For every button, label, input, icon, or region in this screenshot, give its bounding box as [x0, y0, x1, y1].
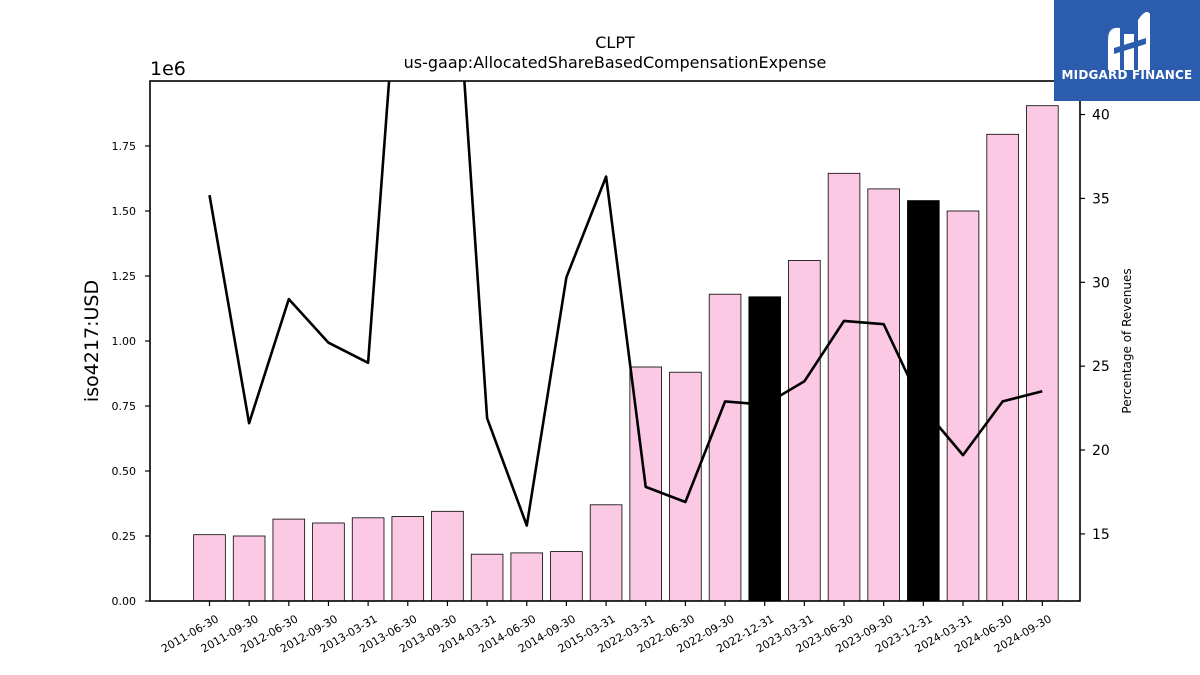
y2-tick-label: 25 — [1092, 359, 1110, 375]
logo-mark-icon — [1108, 12, 1150, 70]
bar-2023-09-30 — [867, 188, 900, 602]
y-tick-label: 0.50 — [112, 465, 137, 478]
x-axis-ticks: 2011-06-302011-09-302012-06-302012-09-30… — [159, 601, 1054, 656]
bar-2024-06-30 — [986, 133, 1019, 602]
y2-tick-label: 20 — [1092, 443, 1110, 459]
y-tick-label: 1.00 — [112, 335, 137, 348]
line-group — [208, 81, 1043, 527]
chart-title: CLPT — [595, 33, 635, 52]
bar-2012-09-30 — [312, 522, 345, 602]
bar-2014-03-31 — [470, 553, 504, 602]
y-tick-label: 1.50 — [112, 205, 137, 218]
y-tick-label: 1.25 — [112, 270, 137, 283]
y-offset-label: 1e6 — [150, 58, 186, 80]
bar-2024-03-31 — [946, 210, 980, 602]
y-axis-ticks: 0.00 0.25 0.50 0.75 1.00 1.25 1.50 1.75 — [112, 140, 150, 608]
y-tick-label: 1.75 — [112, 140, 137, 153]
bar-2011-06-30 — [193, 534, 226, 602]
y2-tick-label: 40 — [1092, 108, 1110, 124]
y-axis-label: iso4217:USD — [81, 280, 103, 402]
y2-tick-label: 30 — [1092, 275, 1110, 291]
bar-2013-03-31 — [351, 517, 385, 602]
y2-axis-ticks: 15 20 25 30 35 40 — [1080, 108, 1110, 543]
bars-group — [193, 105, 1059, 602]
bar-2013-06-30 — [391, 516, 425, 602]
y-tick-label: 0.25 — [112, 530, 137, 543]
chart-subtitle: us-gaap:AllocatedShareBasedCompensationE… — [404, 53, 827, 72]
percentage-line — [208, 81, 1043, 527]
logo-text: MIDGARD FINANCE — [1061, 68, 1193, 82]
bar-2022-12-31 — [748, 296, 781, 602]
bar-2012-06-30 — [272, 518, 306, 602]
bar-2011-09-30 — [232, 535, 266, 602]
bar-2013-09-30 — [431, 510, 464, 602]
bar-2023-06-30 — [827, 172, 861, 602]
bar-2015-03-31 — [589, 504, 623, 602]
y2-axis-label: Percentage of Revenues — [1120, 268, 1134, 413]
y2-tick-label: 35 — [1092, 191, 1110, 207]
bar-2014-06-30 — [510, 552, 544, 602]
bar-2023-12-31 — [907, 200, 940, 602]
bar-2014-09-30 — [550, 551, 583, 602]
midgard-finance-logo: MIDGARD FINANCE — [1054, 0, 1200, 101]
bar-2022-06-30 — [669, 371, 702, 602]
y2-tick-label: 15 — [1092, 527, 1110, 543]
bar-2022-09-30 — [708, 293, 742, 602]
y-tick-label: 0.00 — [112, 595, 137, 608]
bar-2024-09-30 — [1026, 105, 1059, 602]
bar-2023-03-31 — [788, 259, 821, 602]
y-tick-label: 0.75 — [112, 400, 137, 413]
